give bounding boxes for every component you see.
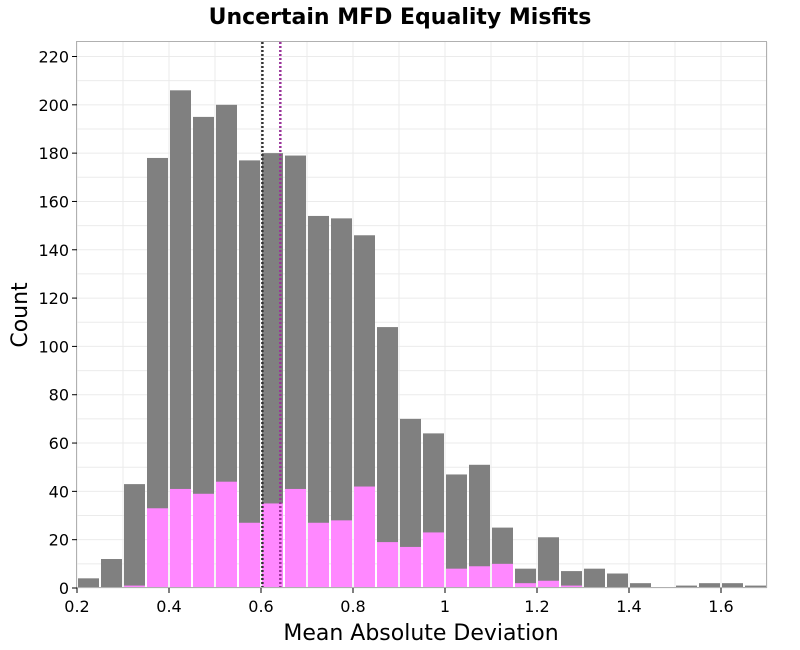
bar-all	[124, 484, 145, 588]
bar-all	[676, 585, 697, 588]
y-axis-label: Count	[8, 282, 33, 348]
bar-subset	[124, 585, 145, 588]
x-tick-label: 1.6	[708, 597, 733, 616]
x-tick-label: 1	[440, 597, 450, 616]
x-axis-ticks: 0.2 0.4 0.6 0.8 1 1.2 1.4 1.6	[64, 588, 734, 616]
bar-subset	[446, 568, 467, 588]
bar-subset	[262, 503, 283, 588]
bar-all	[469, 464, 490, 588]
bar-subset	[400, 546, 421, 588]
bar-all	[607, 573, 628, 588]
bar-subset	[538, 580, 559, 588]
x-tick-label: 1.2	[524, 597, 549, 616]
y-tick-label: 20	[49, 531, 69, 550]
y-tick-label: 120	[38, 289, 69, 308]
y-tick-label: 100	[38, 337, 69, 356]
bar-subset	[469, 566, 490, 588]
y-tick-label: 140	[38, 241, 69, 260]
bar-all	[538, 537, 559, 588]
histogram-bars	[78, 90, 766, 589]
x-tick-label: 0.2	[64, 597, 89, 616]
bar-all	[216, 104, 237, 589]
bar-all	[745, 585, 766, 588]
y-tick-label: 80	[49, 386, 69, 405]
bar-all	[561, 571, 582, 588]
bar-all	[722, 583, 743, 588]
x-tick-label: 0.6	[248, 597, 273, 616]
bar-all	[147, 157, 168, 588]
bar-all	[331, 218, 352, 588]
bar-subset	[515, 583, 536, 588]
bar-all	[193, 116, 214, 589]
reference-lines	[261, 42, 282, 588]
bar-all	[285, 155, 306, 588]
x-tick-label: 0.8	[340, 597, 365, 616]
y-axis-ticks: 0 20 40 60 80 100 120 140 160 180 200 220	[38, 47, 77, 598]
y-tick-label: 200	[38, 96, 69, 115]
bar-all	[584, 568, 605, 588]
bar-all	[101, 559, 122, 588]
bar-subset	[193, 493, 214, 588]
grid-lines	[76, 42, 768, 589]
bar-all	[308, 215, 329, 588]
chart-title: Uncertain MFD Equality Misfits	[209, 5, 592, 30]
bar-subset	[239, 522, 260, 588]
y-tick-label: 160	[38, 192, 69, 211]
y-tick-label: 60	[49, 434, 69, 453]
bar-subset	[331, 520, 352, 588]
bar-subset	[170, 488, 191, 588]
y-tick-label: 0	[59, 579, 69, 598]
y-tick-label: 220	[38, 47, 69, 66]
bar-all	[699, 583, 720, 588]
bar-all	[630, 583, 651, 588]
bar-all	[446, 474, 467, 588]
bar-subset	[492, 563, 513, 588]
bar-subset	[354, 486, 375, 588]
bar-all	[239, 160, 260, 588]
bar-subset	[285, 488, 306, 588]
bar-subset	[423, 532, 444, 588]
bar-subset	[308, 522, 329, 588]
y-tick-label: 40	[49, 482, 69, 501]
bar-subset	[147, 508, 168, 588]
bar-all	[170, 90, 191, 589]
bar-all	[400, 418, 421, 588]
x-axis-label: Mean Absolute Deviation	[283, 621, 558, 646]
bar-subset	[216, 481, 237, 588]
bar-subset	[561, 585, 582, 588]
y-tick-label: 180	[38, 144, 69, 163]
bar-all	[262, 153, 283, 588]
x-tick-label: 1.4	[616, 597, 641, 616]
bar-all	[78, 578, 99, 588]
x-tick-label: 0.4	[156, 597, 181, 616]
bar-subset	[377, 542, 398, 588]
bar-all	[377, 327, 398, 588]
plot-frame	[76, 41, 767, 588]
